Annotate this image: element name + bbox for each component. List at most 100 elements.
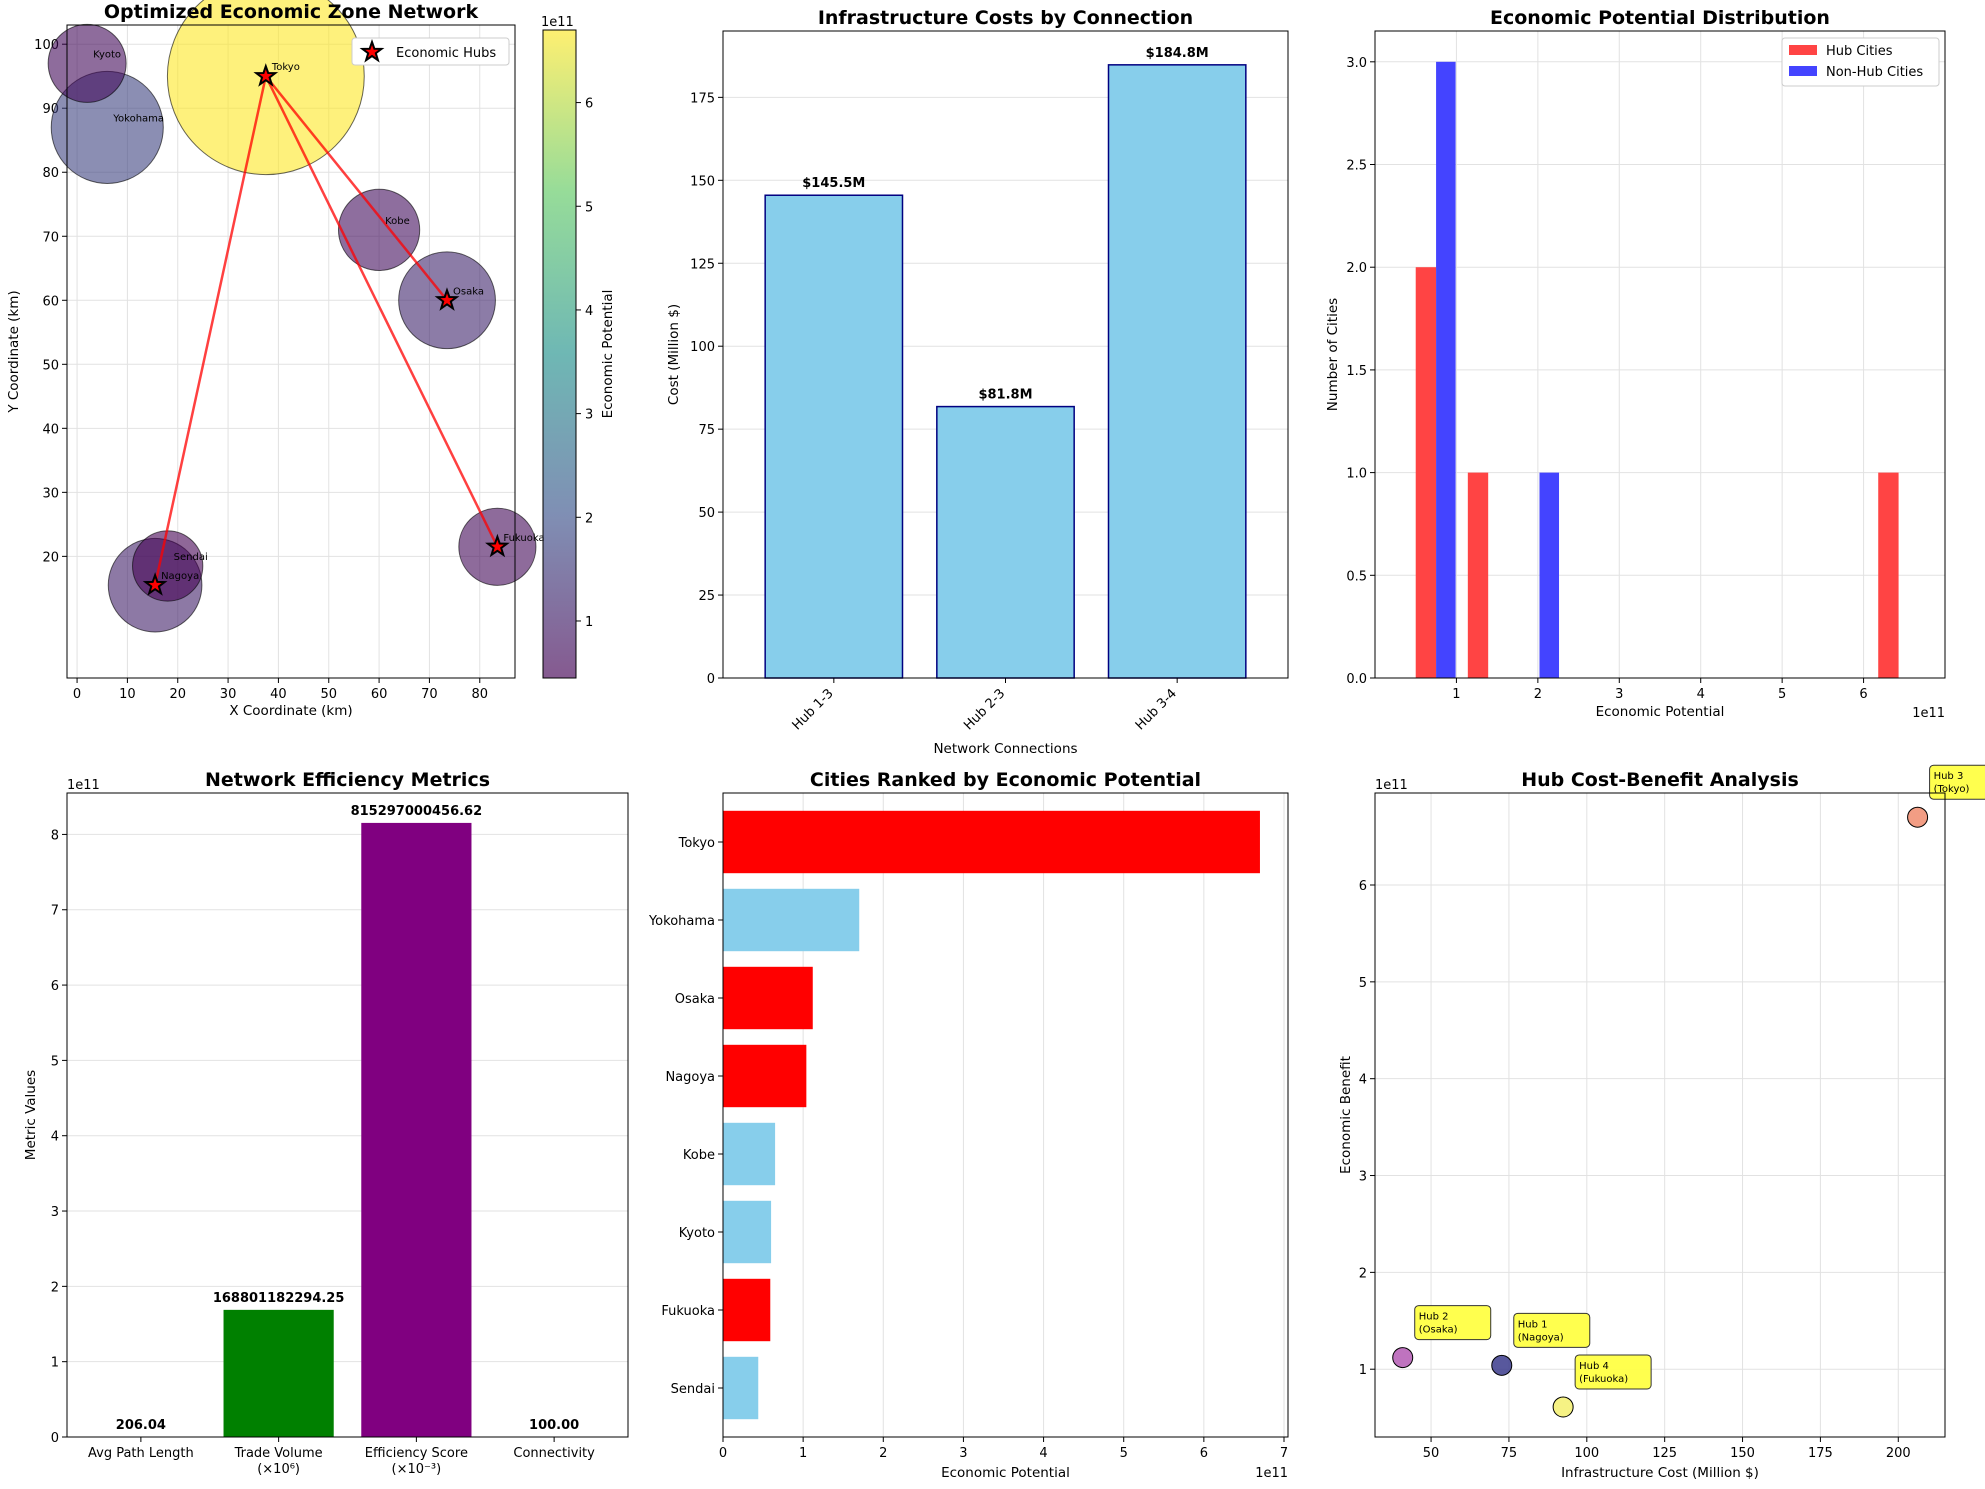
bar-value-label: 206.04 [116,1418,166,1433]
metric-bar [223,1309,334,1437]
chart-title: Cities Ranked by Economic Potential [810,769,1201,791]
x-tick-label: 125 [1652,1446,1677,1461]
x-tick-label: 0 [73,687,81,702]
x-tick-label: 70 [421,687,438,702]
y-tick-label: 3 [51,1205,59,1220]
metric-bar [361,822,472,1437]
city-label: Sendai [174,552,208,563]
cost-bar [764,194,904,679]
y-tick-label: 1.5 [1346,364,1367,379]
y-tick-label: 7 [51,904,59,919]
y-tick-label: 125 [690,257,715,272]
legend-box [351,37,510,66]
x-tick-label: 4 [1697,687,1705,702]
y-tick-label: 1.0 [1346,467,1367,482]
connection-line [153,75,268,586]
y-tick-label: 3.0 [1346,56,1367,71]
y-tick-label: 1 [51,1356,59,1371]
y-tick-label: Fukuoka [661,1304,715,1319]
histogram-bar-hub [1415,267,1437,678]
y-tick-label: 6 [51,979,59,994]
bar-value-label: $145.5M [802,176,865,191]
colorbar-tick-label: 1 [585,615,593,630]
infrastructure-costs-panel: 0 25 50 75 100 125 150 175 $145.5M Hub 1-3 $81.8M H… [666,7,1289,757]
hub-star-tokyo [253,63,279,87]
bar-value-label: 168801182294.25 [213,1291,345,1306]
y-tick-label: 2 [1359,1266,1367,1281]
bar-value-label: 815297000456.62 [351,804,483,819]
x-tick-label: 7 [1280,1446,1288,1461]
x-tick-label: 4 [1039,1446,1047,1461]
colorbar-tick-label: 2 [585,511,593,526]
y-tick-label: 5 [1359,976,1367,991]
x-tick-label: 2 [879,1446,887,1461]
hub-star-fukuoka [485,533,510,558]
x-tick-label: 6 [1859,687,1867,702]
y-tick-label: 30 [42,486,59,501]
city-label: Nagoya [161,571,199,582]
colorbar-frame [542,29,577,679]
colorbar-exponent: 1e11 [541,15,574,30]
x-tick-label: 6 [1200,1446,1208,1461]
y-tick-label: 70 [42,230,59,245]
y-tick-label: Yokohama [648,914,715,929]
plot-frame [66,792,629,1438]
annotation-label: Hub 3 (Tokyo) [1934,771,1970,795]
y-axis-label: Cost (Million $) [666,304,682,405]
x-tick-label: 3 [1615,687,1623,702]
y-tick-label: Kobe [683,1148,715,1163]
x-tick-label: 20 [169,687,186,702]
y-tick-label: 0 [707,672,715,687]
annotation-label: Hub 4 (Fukuoka) [1579,1361,1628,1385]
x-tick-label: 200 [1886,1446,1911,1461]
y-tick-label: 40 [42,422,59,437]
y-tick-label: 0.0 [1346,672,1367,687]
chart-title: Infrastructure Costs by Connection [818,7,1193,29]
x-tick-label: 0 [719,1446,727,1461]
city-bar [723,1356,759,1420]
x-tick-label: 1 [1452,687,1460,702]
y-tick-label: 60 [42,294,59,309]
y-tick-label: 3 [1359,1170,1367,1185]
y-tick-label: 25 [698,589,715,604]
city-bubble-sendai [132,530,204,602]
chart-title: Network Efficiency Metrics [205,769,490,791]
y-exponent: 1e11 [67,778,100,793]
y-tick-label: Sendai [671,1382,715,1397]
city-label: Fukuoka [503,533,544,544]
city-bar [723,1200,772,1264]
plot-frame [722,792,1289,1438]
y-tick-label: 4 [51,1130,59,1145]
x-axis-label: X Coordinate (km) [229,703,352,719]
city-bubble-kobe [337,188,421,271]
x-tick-label: Avg Path Length [88,1446,194,1461]
city-label: Kobe [385,216,410,227]
y-axis-label: Y Coordinate (km) [6,290,22,413]
histogram-bar-non-hub [1539,472,1560,678]
legend-label: Hub Cities [1826,44,1893,59]
city-bar [723,1122,776,1186]
connection-line [264,75,449,302]
annotation-box [1929,764,1985,800]
chart-title: Economic Potential Distribution [1490,7,1830,29]
x-tick-label: 5 [1120,1446,1128,1461]
bar-value-label: $184.8M [1146,46,1209,61]
y-tick-label: Nagoya [665,1070,715,1085]
y-tick-label: 4 [1359,1073,1367,1088]
city-label: Tokyo [271,62,300,73]
x-tick-label: 50 [320,687,337,702]
hub-point [1491,1354,1513,1376]
colorbar-tick-label: 5 [585,200,593,215]
histogram-bar-hub [1467,472,1489,678]
y-tick-label: 2 [51,1280,59,1295]
cost-benefit-panel: 50 75 100 125 150 175 200 1 2 3 4 5 6 Hub 1 (Nagoya) Hu… [1338,764,1985,1481]
y-tick-label: 50 [42,358,59,373]
city-bubble-tokyo [166,0,365,176]
potential-distribution-panel: 1 2 3 4 5 6 0.0 0.5 1.0 1.5 2.0 2.5 3.0 Hub Cities Non… [1325,7,1946,721]
city-ranking-panel: 0 1 2 3 4 5 6 7 Tokyo Yokohama Osaka Nagoya Kobe Kyot… [648,769,1289,1481]
hub-city-bar [723,1044,807,1108]
x-tick-label: 75 [1501,1446,1518,1461]
hub-star-osaka [434,287,460,311]
annotation-label: Hub 1 (Nagoya) [1518,1319,1564,1343]
y-tick-label: Tokyo [678,836,715,851]
